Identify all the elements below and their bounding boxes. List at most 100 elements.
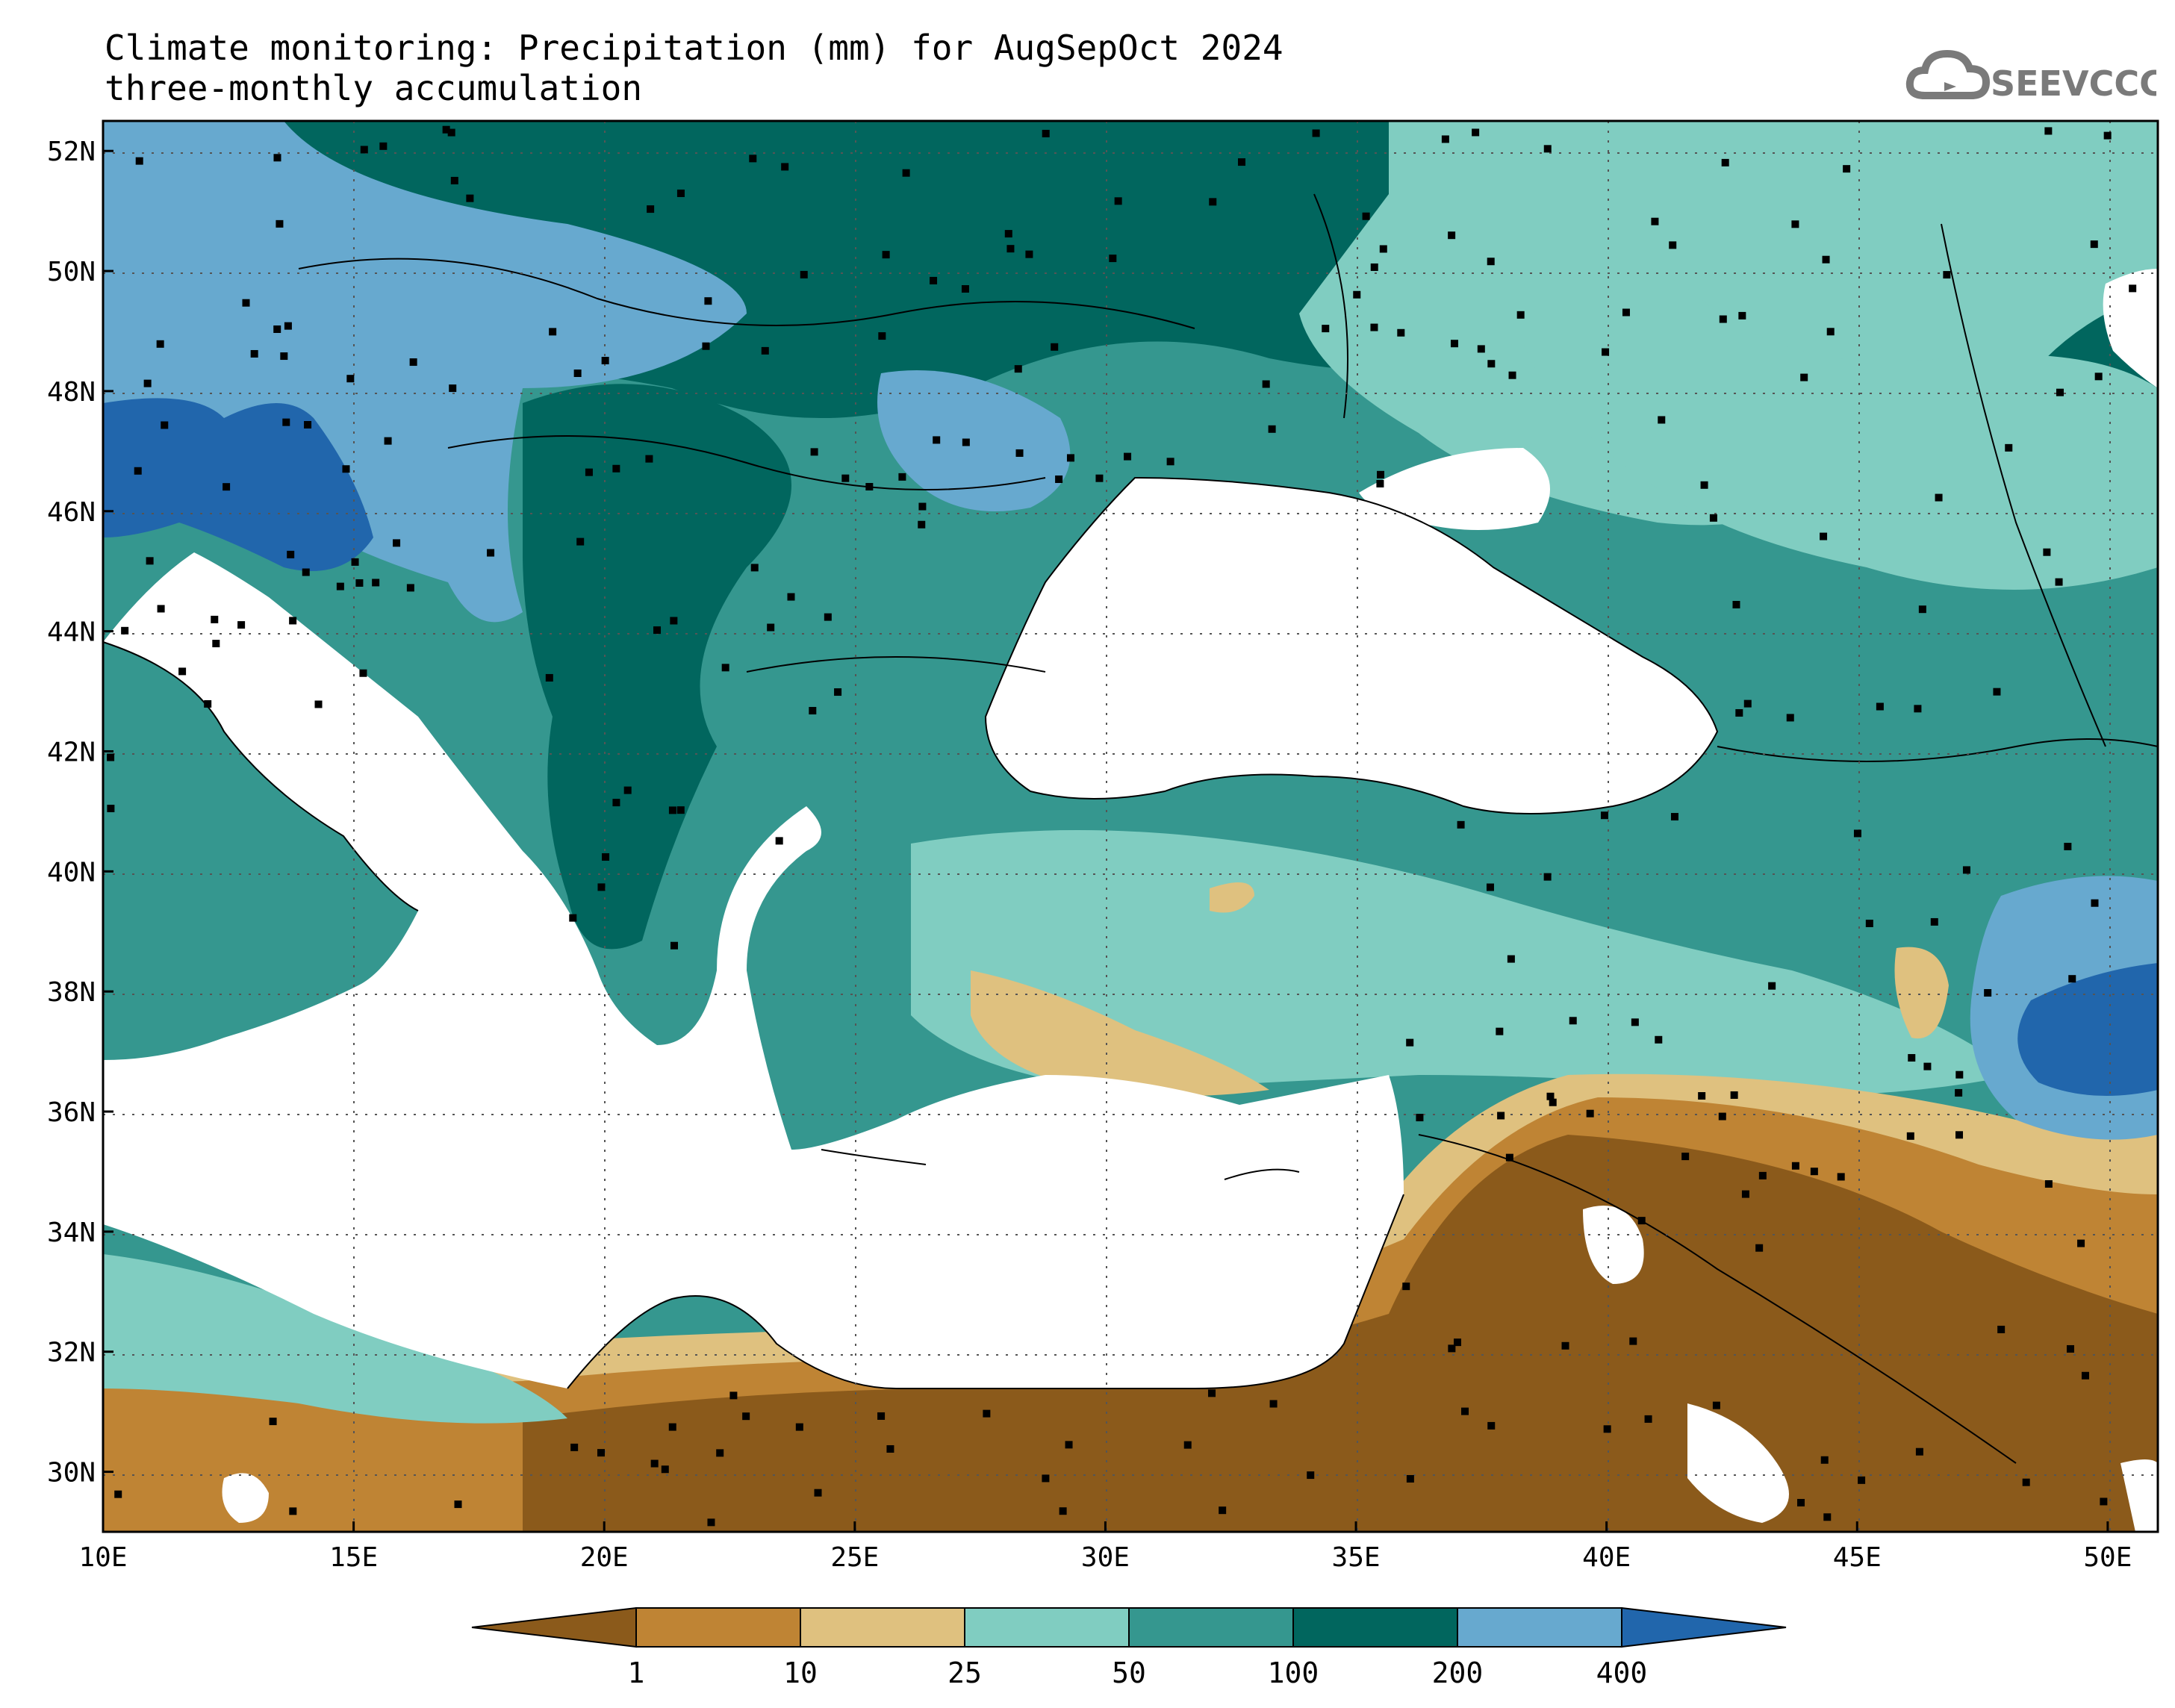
station-marker	[612, 799, 620, 807]
station-marker	[2077, 1239, 2085, 1247]
station-marker	[1758, 1171, 1767, 1179]
station-marker	[1042, 1474, 1050, 1483]
latitude-axis: 30N 32N 34N 36N 38N 40N 42N 44N 46N 48N 50N 52N	[47, 137, 113, 1489]
station-marker	[1709, 514, 1717, 522]
station-marker	[1448, 1344, 1456, 1353]
station-marker	[1768, 982, 1776, 990]
station-marker	[487, 549, 495, 557]
station-marker	[761, 346, 769, 355]
station-marker	[961, 285, 969, 293]
station-marker	[1637, 1217, 1646, 1225]
station-marker	[878, 332, 886, 340]
station-marker	[2103, 131, 2112, 140]
colorbar-label: 10	[783, 1656, 818, 1689]
station-marker	[284, 322, 292, 330]
station-marker	[1669, 241, 1677, 249]
station-marker	[983, 1409, 991, 1418]
station-marker	[280, 352, 288, 361]
map-title: Climate monitoring: Precipitation (mm) f…	[105, 28, 1283, 68]
graticule	[103, 121, 2158, 1532]
lat-tick-label: 46N	[47, 497, 96, 528]
station-marker	[1629, 1337, 1637, 1345]
lon-tick-label: 20E	[580, 1542, 629, 1573]
station-marker	[289, 617, 297, 625]
station-marker	[1376, 479, 1384, 487]
station-marker	[1984, 988, 1992, 997]
station-marker	[1741, 1190, 1749, 1198]
station-marker	[795, 1423, 803, 1431]
station-marker	[223, 483, 231, 491]
station-marker	[1935, 493, 1943, 502]
station-marker	[1962, 866, 1970, 874]
lat-tick-label: 38N	[47, 977, 96, 1008]
cloud-icon	[1905, 49, 1991, 99]
station-marker	[1406, 1474, 1414, 1483]
lon-tick-label: 10E	[78, 1542, 127, 1573]
station-marker	[1448, 231, 1456, 240]
station-marker	[355, 579, 364, 587]
station-marker	[545, 673, 553, 682]
station-marker	[250, 349, 258, 358]
station-marker	[1454, 1338, 1462, 1347]
station-marker	[930, 276, 938, 284]
station-marker	[1800, 373, 1808, 381]
station-marker	[1651, 217, 1659, 225]
station-marker	[601, 357, 609, 365]
country-borders	[102, 193, 2159, 1464]
station-marker	[767, 623, 775, 632]
colorbar-segment	[964, 1607, 1130, 1648]
station-marker	[1183, 1441, 1192, 1449]
station-marker	[781, 163, 789, 171]
station-marker	[1631, 1018, 1639, 1026]
station-marker	[1791, 1162, 1799, 1170]
station-marker	[2064, 843, 2072, 851]
station-marker	[1441, 135, 1449, 143]
station-marker	[1602, 348, 1610, 356]
station-marker	[134, 467, 142, 475]
station-marker	[623, 786, 632, 794]
station-marker	[1416, 1114, 1424, 1122]
station-marker	[237, 621, 246, 629]
station-marker	[933, 436, 941, 444]
station-marker	[1370, 323, 1378, 331]
station-marker	[1402, 1282, 1410, 1291]
station-marker	[716, 1449, 724, 1457]
station-marker	[1065, 1441, 1073, 1449]
station-marker	[1166, 458, 1174, 466]
station-marker	[1822, 255, 1830, 264]
station-marker	[1622, 308, 1630, 317]
station-marker	[447, 128, 455, 137]
station-marker	[865, 482, 874, 490]
station-marker	[161, 421, 169, 429]
station-marker	[1450, 340, 1458, 348]
station-marker	[1906, 1132, 1914, 1140]
station-marker	[204, 699, 212, 708]
colorbar-segment	[1128, 1607, 1294, 1648]
station-marker	[1219, 1506, 1227, 1515]
station-marker	[1477, 345, 1485, 353]
station-marker	[702, 342, 710, 350]
station-marker	[2081, 1371, 2089, 1380]
station-marker	[1837, 1173, 1845, 1181]
station-marker	[1908, 1054, 1916, 1062]
lat-tick-label: 42N	[47, 737, 96, 767]
station-marker	[707, 1518, 715, 1527]
station-marker	[2100, 1497, 2108, 1506]
station-marker	[647, 205, 655, 214]
station-marker	[1406, 1038, 1414, 1047]
station-marker	[1543, 145, 1552, 153]
colorbar-segment	[471, 1606, 637, 1648]
station-marker	[1362, 212, 1370, 220]
station-marker	[841, 474, 850, 482]
station-marker	[135, 157, 143, 165]
station-marker	[143, 379, 152, 387]
station-marker	[379, 142, 388, 150]
station-marker	[1820, 1456, 1829, 1464]
station-marker	[1114, 197, 1122, 205]
station-marker	[704, 297, 712, 305]
colorbar-label: 100	[1268, 1656, 1319, 1689]
station-marker	[1066, 454, 1074, 462]
station-marker	[668, 1423, 676, 1431]
station-marker	[1600, 811, 1608, 820]
station-marker	[2005, 443, 2013, 452]
